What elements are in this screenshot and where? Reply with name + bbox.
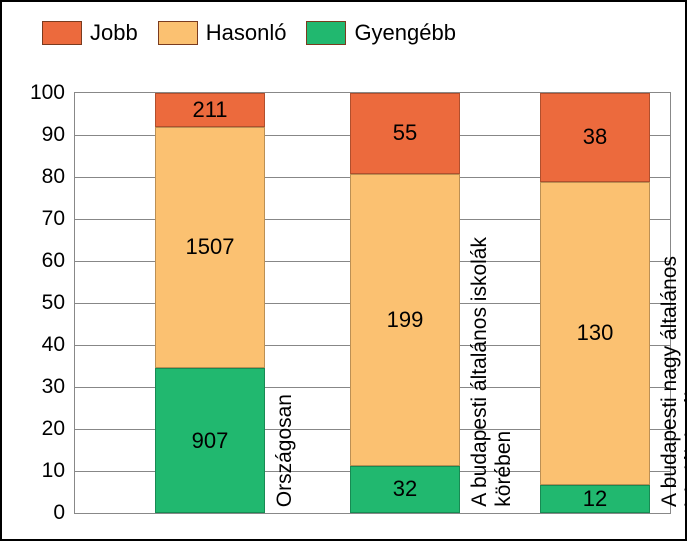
y-tick-label: 100 xyxy=(30,81,75,105)
bar-segment-jobb: 55 xyxy=(350,93,460,174)
category-label: Országosan xyxy=(273,394,297,507)
plot-area: 01020304050607080901009071507211Országos… xyxy=(74,92,671,514)
bar-value-label: 1507 xyxy=(186,234,235,260)
y-tick-label: 60 xyxy=(42,249,75,273)
chart-frame: Jobb Hasonló Gyengébb 0 10 20 30 40 50 60 70 80 9… xyxy=(0,0,687,541)
category-label: A budapesti általános iskolák körében xyxy=(468,237,516,507)
bar-segment-hasonló: 1507 xyxy=(155,127,265,369)
bar-segment-gyengébb: 32 xyxy=(350,466,460,513)
legend-label-jobb: Jobb xyxy=(90,20,138,46)
y-tick-label: 30 xyxy=(42,375,75,399)
bar-group: 907 1507 211 xyxy=(155,93,265,513)
y-tick-label: 90 xyxy=(42,123,75,147)
legend-item-gyengebb: Gyengébb xyxy=(306,20,456,46)
y-tick-label: 0 xyxy=(53,501,75,525)
legend-label-hasonlo: Hasonló xyxy=(206,20,287,46)
legend-item-jobb: Jobb xyxy=(42,20,138,46)
bar-value-label: 211 xyxy=(192,97,227,123)
y-tick-label: 40 xyxy=(42,333,75,357)
bar-value-label: 12 xyxy=(583,486,607,512)
y-tick-label: 20 xyxy=(42,417,75,441)
y-tick-label: 10 xyxy=(42,459,75,483)
y-tick-label: 70 xyxy=(42,207,75,231)
bar-value-label: 907 xyxy=(192,428,229,454)
bar-value-label: 130 xyxy=(577,320,614,346)
bar-group: 12 130 38 xyxy=(540,93,650,513)
bar-segment-jobb: 211 xyxy=(155,93,265,127)
category-label: A budapesti nagy általános iskolák köréb… xyxy=(658,256,687,507)
legend: Jobb Hasonló Gyengébb xyxy=(42,20,456,46)
bar-group: 32 199 55 xyxy=(350,93,460,513)
bar-segment-gyengébb: 907 xyxy=(155,368,265,513)
y-tick-label: 80 xyxy=(42,165,75,189)
bar-value-label: 55 xyxy=(393,120,417,146)
bar-value-label: 38 xyxy=(583,124,607,150)
y-tick-label: 50 xyxy=(42,291,75,315)
bar-segment-gyengébb: 12 xyxy=(540,485,650,513)
legend-item-hasonlo: Hasonló xyxy=(158,20,287,46)
legend-swatch-jobb xyxy=(42,21,82,45)
legend-label-gyengebb: Gyengébb xyxy=(354,20,456,46)
bar-segment-jobb: 38 xyxy=(540,93,650,182)
bar-segment-hasonló: 130 xyxy=(540,182,650,485)
legend-swatch-gyengebb xyxy=(306,21,346,45)
bar-value-label: 32 xyxy=(393,476,417,502)
legend-swatch-hasonlo xyxy=(158,21,198,45)
bar-value-label: 199 xyxy=(387,307,424,333)
bar-segment-hasonló: 199 xyxy=(350,174,460,466)
